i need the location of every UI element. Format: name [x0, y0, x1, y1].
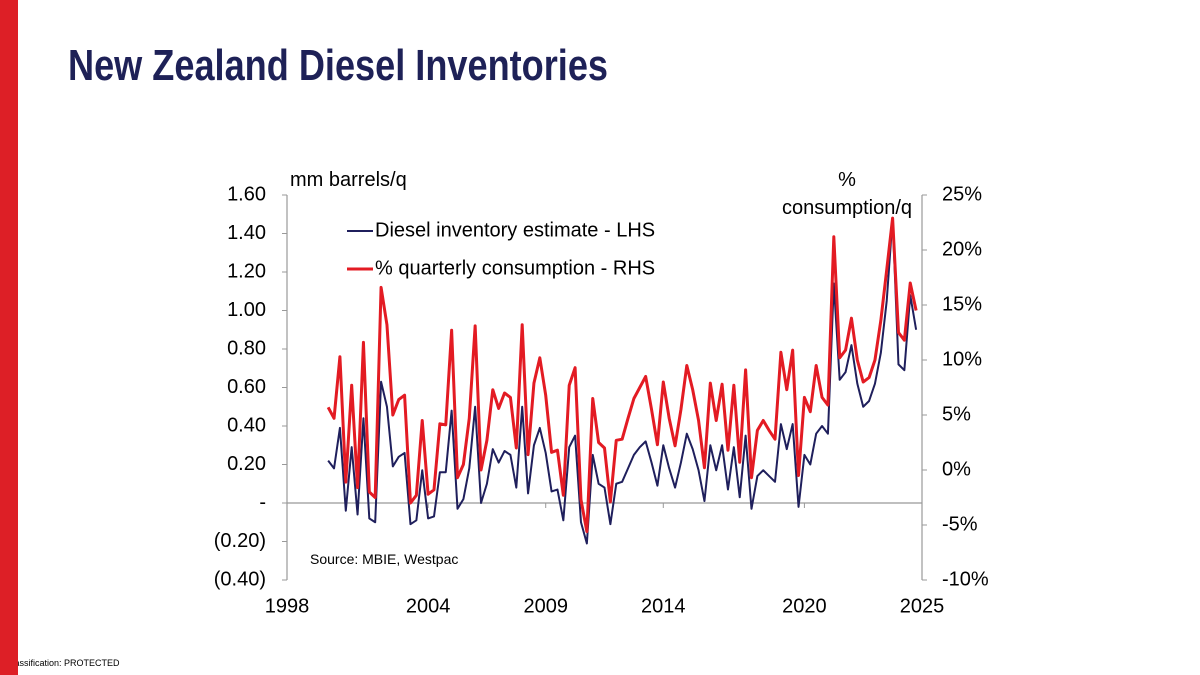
y-tick-label: 1.60	[227, 183, 266, 205]
x-tick-label: 2014	[641, 595, 686, 617]
y2-tick-label: 5%	[942, 403, 971, 425]
y-tick-label: 0.60	[227, 376, 266, 398]
y2-tick-label: -10%	[942, 568, 989, 590]
legend-label: Diesel inventory estimate - LHS	[375, 219, 655, 241]
x-tick-label: 2004	[406, 595, 451, 617]
y2-tick-label: -5%	[942, 513, 978, 535]
y-tick-label: (0.20)	[214, 530, 266, 552]
legend-label: % quarterly consumption - RHS	[375, 257, 655, 279]
y-axis-label: mm barrels/q	[290, 169, 407, 191]
y2-axis-label: %	[838, 169, 856, 191]
accent-bar	[0, 0, 18, 675]
y-tick-label: 0.80	[227, 337, 266, 359]
y-tick-label: 1.20	[227, 260, 266, 282]
x-tick-label: 2009	[523, 595, 568, 617]
y-tick-label: (0.40)	[214, 568, 266, 590]
y-tick-label: -	[259, 491, 266, 513]
series-line	[326, 216, 918, 534]
slide-title: New Zealand Diesel Inventories	[68, 41, 608, 90]
y2-axis-label: consumption/q	[782, 197, 912, 219]
source-note: Source: MBIE, Westpac	[310, 551, 458, 567]
y-tick-label: 1.00	[227, 299, 266, 321]
x-tick-label: 2020	[782, 595, 827, 617]
y2-tick-label: 0%	[942, 458, 971, 480]
y2-tick-label: 20%	[942, 238, 982, 260]
x-tick-label: 2025	[900, 595, 945, 617]
footer: Classification: PROTECTED	[6, 658, 120, 668]
y2-tick-label: 25%	[942, 183, 982, 205]
y2-tick-label: 10%	[942, 348, 982, 370]
y-tick-label: 0.40	[227, 414, 266, 436]
y-tick-label: 0.20	[227, 453, 266, 475]
y2-tick-label: 15%	[942, 293, 982, 315]
y-tick-label: 1.40	[227, 222, 266, 244]
series-line	[327, 217, 918, 545]
x-tick-label: 1998	[265, 595, 310, 617]
